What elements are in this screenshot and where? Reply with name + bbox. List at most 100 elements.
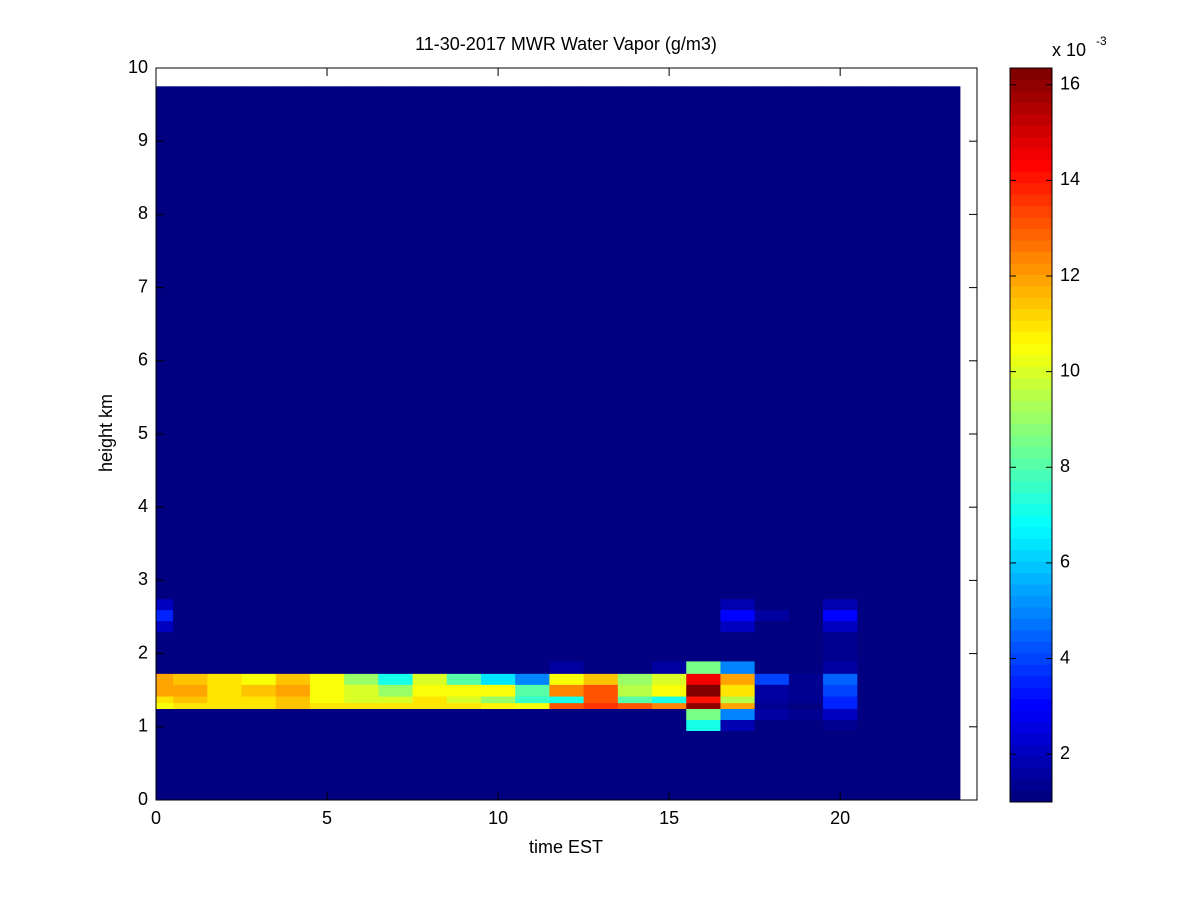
cell	[891, 719, 927, 731]
colorbar-swatch	[1010, 79, 1052, 92]
cell	[583, 708, 619, 720]
colorbar-tick-label: 2	[1060, 743, 1070, 763]
cell	[617, 86, 653, 600]
cell	[378, 660, 414, 674]
colorbar-swatch	[1010, 641, 1052, 654]
cell	[156, 86, 174, 600]
cell	[480, 660, 516, 674]
colorbar-swatch	[1010, 331, 1052, 344]
colorbar-swatch	[1010, 240, 1052, 252]
colorbar-swatch	[1010, 308, 1052, 321]
colorbar-swatch	[1010, 526, 1052, 539]
cell	[515, 719, 550, 731]
cell	[480, 730, 516, 801]
cell	[686, 684, 721, 697]
cell	[823, 598, 858, 611]
y-tick-label: 6	[138, 350, 148, 370]
cell	[275, 673, 311, 685]
cell	[173, 719, 208, 731]
cell	[652, 719, 687, 731]
cell	[241, 598, 277, 611]
cell	[857, 609, 892, 622]
cell	[446, 86, 482, 600]
cell	[549, 702, 585, 709]
cell	[788, 660, 824, 674]
cell	[378, 86, 414, 600]
colorbar-swatch	[1010, 779, 1052, 792]
cell	[412, 730, 448, 801]
cell	[686, 609, 721, 622]
cell	[480, 702, 516, 709]
cell	[378, 631, 414, 662]
cell	[446, 696, 482, 704]
colorbar-tick-label: 16	[1060, 73, 1080, 93]
cell	[241, 673, 277, 685]
colorbar-swatch	[1010, 446, 1052, 459]
cell	[823, 719, 858, 731]
x-tick-label: 0	[151, 808, 161, 828]
colorbar-swatch	[1010, 767, 1052, 780]
cell	[412, 631, 448, 662]
colorbar-swatch	[1010, 90, 1052, 103]
colorbar-swatch	[1010, 102, 1052, 115]
cell	[925, 620, 961, 633]
cell	[754, 719, 790, 731]
cell	[480, 631, 516, 662]
cell	[207, 609, 243, 622]
cell	[480, 86, 516, 600]
colorbar-swatch	[1010, 251, 1052, 264]
cell	[344, 631, 379, 662]
cell	[446, 660, 482, 674]
colorbar-multiplier: x 10	[1052, 40, 1086, 60]
cell	[241, 609, 277, 622]
x-tick-label: 15	[659, 808, 679, 828]
cell	[207, 86, 243, 600]
cell	[754, 620, 790, 633]
cell	[754, 660, 790, 674]
cell	[823, 702, 858, 709]
cell	[549, 696, 585, 704]
cell	[241, 620, 277, 633]
cell	[788, 86, 824, 600]
cell	[720, 702, 756, 709]
cell	[652, 631, 687, 662]
cell	[173, 631, 208, 662]
cell	[754, 696, 790, 704]
colorbar-swatch	[1010, 262, 1052, 275]
cell	[156, 708, 174, 720]
cell	[378, 702, 414, 709]
cell	[207, 730, 243, 801]
cell	[412, 708, 448, 720]
cell	[549, 660, 585, 674]
cell	[857, 684, 892, 697]
cell	[617, 609, 653, 622]
cell	[480, 708, 516, 720]
cell	[617, 620, 653, 633]
cell	[823, 673, 858, 685]
cell	[309, 660, 345, 674]
colorbar-tick-label: 12	[1060, 265, 1080, 285]
cell	[378, 708, 414, 720]
cell	[617, 684, 653, 697]
cell	[652, 609, 687, 622]
cell	[156, 696, 174, 704]
cell	[412, 86, 448, 600]
cell	[446, 702, 482, 709]
cell	[788, 673, 824, 685]
y-tick-label: 1	[138, 716, 148, 736]
cell	[823, 86, 858, 600]
cell	[652, 620, 687, 633]
cell	[583, 609, 619, 622]
cell	[720, 660, 756, 674]
cell	[275, 730, 311, 801]
cell	[925, 684, 961, 697]
cell	[891, 708, 927, 720]
cell	[652, 660, 687, 674]
colorbar-swatch	[1010, 354, 1052, 367]
y-tick-label: 8	[138, 203, 148, 223]
cell	[720, 598, 756, 611]
cell	[207, 620, 243, 633]
colorbar-swatch	[1010, 125, 1052, 138]
cell	[207, 598, 243, 611]
cell	[925, 702, 961, 709]
